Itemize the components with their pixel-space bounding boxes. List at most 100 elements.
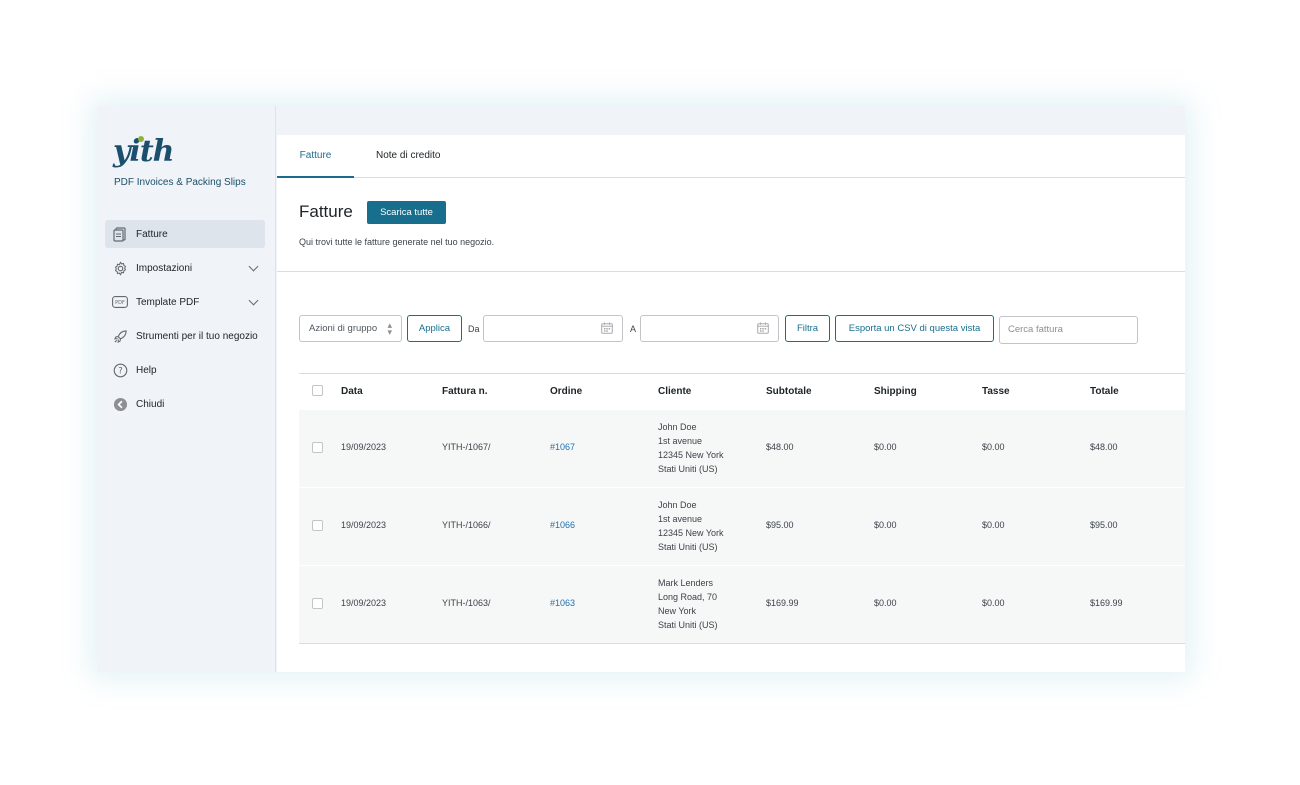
order-link[interactable]: #1066 — [550, 520, 576, 530]
column-header-subtotale[interactable]: Subtotale — [766, 386, 812, 397]
tab-note-di-credito[interactable]: Note di credito — [376, 150, 441, 161]
download-all-button[interactable]: Scarica tutte — [367, 201, 446, 224]
customer-name: John Doe — [658, 500, 697, 510]
calendar-icon[interactable] — [757, 322, 769, 334]
customer-city: 12345 New York — [658, 450, 724, 460]
cell-shipping: $0.00 — [874, 442, 897, 452]
cell-date: 19/09/2023 — [341, 520, 387, 530]
sidebar-item-label: Template PDF — [136, 296, 200, 308]
sidebar-item-label: Chiudi — [136, 398, 165, 410]
main-panel: Fatture Note di credito Fatture Scarica … — [277, 135, 1185, 672]
cell-subtotal: $169.99 — [766, 598, 799, 608]
cell-customer: John Doe 1st avenue 12345 New York Stati… — [658, 498, 724, 554]
sidebar-item-template-pdf[interactable]: PDF Template PDF — [105, 288, 265, 316]
cell-shipping: $0.00 — [874, 598, 897, 608]
help-icon: ? — [112, 362, 128, 378]
tab-bar: Fatture Note di credito — [277, 135, 1185, 178]
table-header: Data Fattura n. Ordine Cliente Subtotale… — [299, 373, 1185, 409]
row-checkbox[interactable] — [312, 520, 323, 531]
to-label: A — [630, 324, 637, 334]
customer-country: Stati Uniti (US) — [658, 464, 718, 474]
svg-text:PDF: PDF — [115, 300, 125, 306]
sidebar-item-fatture[interactable]: Fatture — [105, 220, 265, 248]
cell-taxes: $0.00 — [982, 598, 1005, 608]
gear-icon — [112, 260, 128, 276]
back-arrow-icon — [112, 396, 128, 412]
column-header-shipping[interactable]: Shipping — [874, 386, 917, 397]
customer-name: Mark Lenders — [658, 578, 714, 588]
divider — [277, 271, 1185, 272]
product-name: PDF Invoices & Packing Slips — [114, 177, 246, 188]
search-invoice-input[interactable]: Cerca fattura — [999, 316, 1138, 344]
date-to-input[interactable] — [640, 315, 779, 342]
column-header-tasse[interactable]: Tasse — [982, 386, 1010, 397]
date-from-input[interactable] — [483, 315, 623, 342]
customer-city: New York — [658, 606, 697, 616]
invoice-icon — [112, 226, 128, 242]
tab-fatture[interactable]: Fatture — [277, 135, 354, 178]
column-header-ordine[interactable]: Ordine — [550, 386, 583, 397]
cell-shipping: $0.00 — [874, 520, 897, 530]
column-header-data[interactable]: Data — [341, 386, 363, 397]
customer-city: 12345 New York — [658, 528, 724, 538]
rocket-icon — [112, 328, 128, 344]
cell-total: $169.99 — [1090, 598, 1123, 608]
svg-text:?: ? — [118, 365, 122, 375]
sidebar-item-label: Impostazioni — [136, 262, 193, 274]
table-row: 19/09/2023 YITH-/1067/ #1067 John Doe 1s… — [299, 409, 1185, 487]
table-row: 19/09/2023 YITH-/1063/ #1063 Mark Lender… — [299, 565, 1185, 643]
sidebar-item-label: Fatture — [136, 228, 168, 240]
invoices-table: Data Fattura n. Ordine Cliente Subtotale… — [299, 373, 1185, 644]
cell-customer: John Doe 1st avenue 12345 New York Stati… — [658, 420, 724, 476]
column-header-fattura[interactable]: Fattura n. — [442, 386, 488, 397]
cell-customer: Mark Lenders Long Road, 70 New York Stat… — [658, 576, 718, 632]
app-window: yith PDF Invoices & Packing Slips Fattur… — [97, 106, 1185, 672]
filter-button[interactable]: Filtra — [785, 315, 830, 342]
sidebar-nav: Fatture Impostazioni PDF Template PDF — [105, 220, 265, 424]
cell-subtotal: $95.00 — [766, 520, 794, 530]
customer-country: Stati Uniti (US) — [658, 542, 718, 552]
row-checkbox[interactable] — [312, 442, 323, 453]
search-placeholder: Cerca fattura — [1008, 324, 1063, 335]
sidebar-item-label: Help — [136, 364, 157, 376]
cell-total: $48.00 — [1090, 442, 1118, 452]
select-all-checkbox[interactable] — [312, 385, 323, 396]
row-checkbox[interactable] — [312, 598, 323, 609]
cell-taxes: $0.00 — [982, 442, 1005, 452]
table-bottom-border — [299, 643, 1185, 644]
cell-taxes: $0.00 — [982, 520, 1005, 530]
customer-country: Stati Uniti (US) — [658, 620, 718, 630]
customer-address-line: 1st avenue — [658, 514, 703, 524]
cell-invoice: YITH-/1067/ — [442, 442, 491, 452]
page-description: Qui trovi tutte le fatture generate nel … — [299, 237, 495, 247]
cell-invoice: YITH-/1066/ — [442, 520, 491, 530]
table-row: 19/09/2023 YITH-/1066/ #1066 John Doe 1s… — [299, 487, 1185, 565]
export-csv-button[interactable]: Esporta un CSV di questa vista — [835, 315, 994, 342]
sidebar-item-chiudi[interactable]: Chiudi — [105, 390, 265, 418]
chevron-down-icon[interactable] — [248, 295, 259, 306]
from-label: Da — [468, 324, 480, 334]
logo-dot — [138, 136, 144, 142]
sidebar: yith PDF Invoices & Packing Slips Fattur… — [97, 106, 276, 672]
column-header-cliente[interactable]: Cliente — [658, 386, 692, 397]
customer-name: John Doe — [658, 422, 697, 432]
order-link[interactable]: #1067 — [550, 442, 576, 452]
cell-total: $95.00 — [1090, 520, 1118, 530]
chevron-down-icon[interactable] — [248, 261, 259, 272]
column-header-totale[interactable]: Totale — [1090, 386, 1119, 397]
sidebar-item-label: Strumenti per il tuo negozio — [136, 330, 258, 342]
calendar-icon[interactable] — [601, 322, 613, 334]
customer-address-line: 1st avenue — [658, 436, 703, 446]
bulk-actions-select[interactable]: Azioni di gruppo ▴ ▾ — [299, 315, 402, 342]
bulk-actions-value: Azioni di gruppo — [309, 323, 378, 334]
cell-date: 19/09/2023 — [341, 598, 387, 608]
apply-button[interactable]: Applica — [407, 315, 462, 342]
page-title: Fatture — [299, 202, 353, 221]
customer-address-line: Long Road, 70 — [658, 592, 718, 602]
order-link[interactable]: #1063 — [550, 598, 576, 608]
sidebar-item-impostazioni[interactable]: Impostazioni — [105, 254, 265, 282]
cell-subtotal: $48.00 — [766, 442, 794, 452]
cell-invoice: YITH-/1063/ — [442, 598, 491, 608]
sidebar-item-help[interactable]: ? Help — [105, 356, 265, 384]
sidebar-item-strumenti[interactable]: Strumenti per il tuo negozio — [105, 322, 265, 350]
